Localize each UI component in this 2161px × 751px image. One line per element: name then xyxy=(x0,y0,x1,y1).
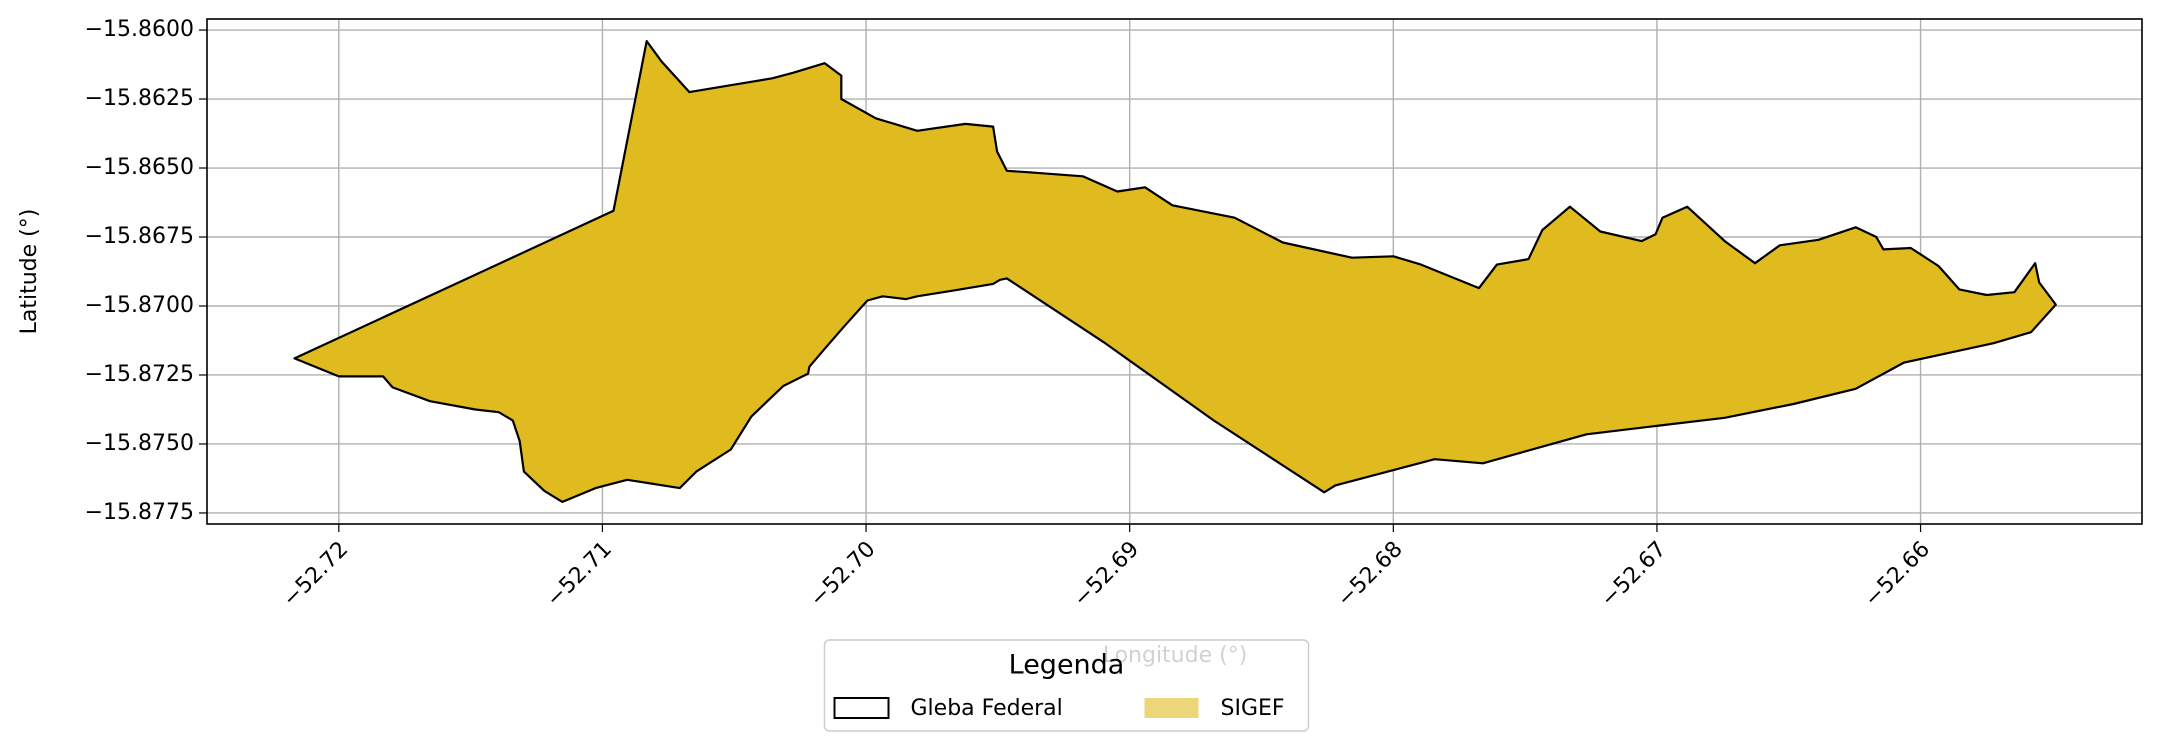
y-tick-label: −15.8650 xyxy=(85,155,194,180)
legend-swatch xyxy=(1144,698,1199,718)
x-tick-label: −52.72 xyxy=(278,537,353,612)
x-tick-label: −52.67 xyxy=(1596,537,1671,612)
y-tick-label: −15.8675 xyxy=(85,224,194,249)
y-tick-label: −15.8775 xyxy=(85,500,194,525)
y-tick-label: −15.8725 xyxy=(85,362,194,387)
y-tick-label: −15.8625 xyxy=(85,86,194,111)
legend-label: Gleba Federal xyxy=(911,696,1063,721)
area-polygon xyxy=(293,39,2057,503)
legend-swatch xyxy=(833,697,890,719)
y-tick-label: −15.8700 xyxy=(85,293,194,318)
y-axis-label: Latitude (°) xyxy=(17,209,42,335)
legend-label: SIGEF xyxy=(1221,696,1285,721)
y-tick-label: −15.8750 xyxy=(85,431,194,456)
legend-title: Legenda xyxy=(1009,650,1125,681)
x-tick-label: −52.66 xyxy=(1860,537,1935,612)
y-tick-label: −15.8600 xyxy=(85,17,194,42)
x-tick-label: −52.70 xyxy=(805,537,880,612)
plot-frame xyxy=(206,18,2143,525)
x-tick-label: −52.71 xyxy=(542,537,617,612)
x-tick-label: −52.68 xyxy=(1333,537,1408,612)
x-tick-label: −52.69 xyxy=(1069,537,1144,612)
